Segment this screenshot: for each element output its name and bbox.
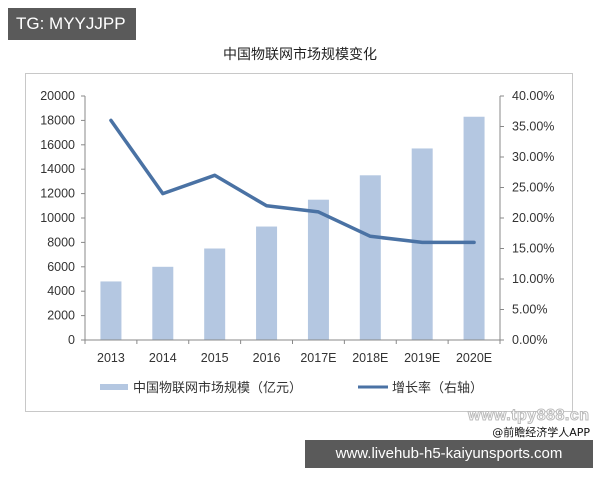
legend: 中国物联网市场规模（亿元） 增长率（右轴）	[100, 380, 483, 396]
right-y-axis: 0.00% 5.00% 10.00% 15.00% 20.00% 25.00% 30.00%…	[499, 89, 554, 347]
url-banner: www.livehub-h5-kaiyunsports.com	[305, 440, 593, 468]
y-tick-label: 20000	[40, 89, 75, 103]
bar	[359, 175, 381, 340]
x-tick-label: 2014	[149, 351, 177, 365]
tg-badge: TG: MYYJJPP	[8, 8, 136, 40]
y2-tick-label: 0.00%	[512, 333, 547, 347]
y-tick-label: 12000	[40, 187, 75, 201]
y-tick-label: 18000	[40, 113, 75, 127]
bar	[152, 266, 174, 340]
bar	[411, 148, 433, 340]
line-series	[109, 118, 476, 245]
watermark-site: www.tpy888.cn	[468, 407, 590, 425]
bar	[100, 281, 122, 340]
x-tick-label: 2015	[201, 351, 229, 365]
chart-title: 中国物联网市场规模变化	[223, 47, 377, 63]
y-tick-label: 14000	[40, 162, 75, 176]
y2-tick-label: 30.00%	[512, 150, 554, 164]
y-tick-label: 8000	[47, 235, 75, 249]
x-tick-label: 2019E	[404, 351, 440, 365]
y2-tick-label: 35.00%	[512, 120, 554, 134]
bar	[256, 226, 278, 340]
y-tick-label: 4000	[47, 284, 75, 298]
y2-tick-label: 25.00%	[512, 181, 554, 195]
y2-tick-label: 40.00%	[512, 89, 554, 103]
y-tick-label: 0	[68, 333, 75, 347]
growth-rate-line	[109, 118, 476, 245]
legend-bar-label: 中国物联网市场规模（亿元）	[133, 380, 302, 396]
x-tick-label: 2018E	[352, 351, 388, 365]
bar	[463, 116, 485, 341]
legend-line-label: 增长率（右轴）	[392, 380, 483, 396]
y-tick-label: 6000	[47, 260, 75, 274]
x-tick-label: 2020E	[456, 351, 492, 365]
bar-series	[100, 116, 485, 341]
chart-frame	[25, 73, 573, 412]
y2-tick-label: 15.00%	[512, 242, 554, 256]
left-y-axis: 0 2000 4000 6000 8000 10000 12000 14000 16000 180…	[40, 89, 86, 347]
y-tick-label: 10000	[40, 211, 75, 225]
bar	[307, 199, 329, 340]
y-tick-label: 16000	[40, 138, 75, 152]
y2-tick-label: 10.00%	[512, 272, 554, 286]
legend-bar-swatch	[100, 384, 128, 390]
y2-tick-label: 20.00%	[512, 211, 554, 225]
source-credit: @前瞻经济学人APP	[492, 426, 590, 439]
x-tick-label: 2016	[253, 351, 281, 365]
x-tick-label: 2013	[97, 351, 125, 365]
x-axis: 2013 2014 2015 2016 2017E 2018E 2019E 2020E	[84, 339, 501, 365]
y-tick-label: 2000	[47, 309, 75, 323]
y2-tick-label: 5.00%	[512, 303, 547, 317]
bar	[204, 248, 226, 340]
x-tick-label: 2017E	[300, 351, 336, 365]
